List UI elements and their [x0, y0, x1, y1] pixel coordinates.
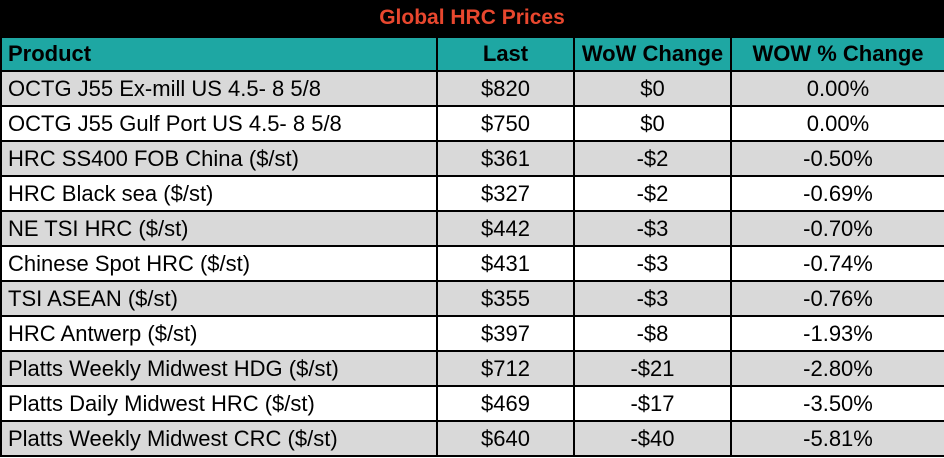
cell-wow-percent-change: -0.50%: [730, 140, 944, 177]
cell-product: Platts Weekly Midwest HDG ($/st): [0, 350, 438, 387]
cell-wow-change: -$8: [573, 315, 732, 352]
cell-product: OCTG J55 Ex-mill US 4.5- 8 5/8: [0, 70, 438, 107]
cell-product: NE TSI HRC ($/st): [0, 210, 438, 247]
cell-last: $469: [436, 385, 575, 422]
hrc-prices-table: Product Last WoW Change WOW % Change OCT…: [0, 36, 944, 457]
table-row: NE TSI HRC ($/st) $442 -$3 -0.70%: [0, 210, 944, 247]
cell-product: TSI ASEAN ($/st): [0, 280, 438, 317]
column-header-last: Last: [436, 36, 575, 72]
cell-wow-change: -$2: [573, 175, 732, 212]
cell-wow-percent-change: -1.93%: [730, 315, 944, 352]
cell-wow-percent-change: -0.74%: [730, 245, 944, 282]
cell-wow-percent-change: 0.00%: [730, 105, 944, 142]
cell-last: $361: [436, 140, 575, 177]
cell-wow-change: -$3: [573, 280, 732, 317]
cell-wow-percent-change: -0.76%: [730, 280, 944, 317]
column-header-wow-change: WoW Change: [573, 36, 732, 72]
header-row: Product Last WoW Change WOW % Change: [0, 36, 944, 72]
cell-product: Chinese Spot HRC ($/st): [0, 245, 438, 282]
table-row: OCTG J55 Gulf Port US 4.5- 8 5/8 $750 $0…: [0, 105, 944, 142]
cell-wow-change: -$3: [573, 245, 732, 282]
table-row: HRC Black sea ($/st) $327 -$2 -0.69%: [0, 175, 944, 212]
cell-last: $327: [436, 175, 575, 212]
table-row: Platts Daily Midwest HRC ($/st) $469 -$1…: [0, 385, 944, 422]
cell-last: $820: [436, 70, 575, 107]
cell-wow-change: -$21: [573, 350, 732, 387]
table-body: OCTG J55 Ex-mill US 4.5- 8 5/8 $820 $0 0…: [0, 70, 944, 457]
table-row: Platts Weekly Midwest CRC ($/st) $640 -$…: [0, 420, 944, 457]
cell-product: Platts Daily Midwest HRC ($/st): [0, 385, 438, 422]
cell-wow-percent-change: -2.80%: [730, 350, 944, 387]
table-title: Global HRC Prices: [0, 0, 944, 36]
cell-product: OCTG J55 Gulf Port US 4.5- 8 5/8: [0, 105, 438, 142]
cell-last: $442: [436, 210, 575, 247]
table-row: HRC SS400 FOB China ($/st) $361 -$2 -0.5…: [0, 140, 944, 177]
cell-wow-percent-change: -0.70%: [730, 210, 944, 247]
column-header-wow-percent-change: WOW % Change: [730, 36, 944, 72]
cell-wow-percent-change: 0.00%: [730, 70, 944, 107]
table-row: OCTG J55 Ex-mill US 4.5- 8 5/8 $820 $0 0…: [0, 70, 944, 107]
column-header-product: Product: [0, 36, 438, 72]
cell-last: $355: [436, 280, 575, 317]
cell-product: HRC Antwerp ($/st): [0, 315, 438, 352]
cell-last: $397: [436, 315, 575, 352]
cell-last: $712: [436, 350, 575, 387]
cell-product: HRC Black sea ($/st): [0, 175, 438, 212]
table-row: Platts Weekly Midwest HDG ($/st) $712 -$…: [0, 350, 944, 387]
table-header: Product Last WoW Change WOW % Change: [0, 36, 944, 72]
cell-wow-change: $0: [573, 105, 732, 142]
cell-product: Platts Weekly Midwest CRC ($/st): [0, 420, 438, 457]
cell-last: $640: [436, 420, 575, 457]
table-row: Chinese Spot HRC ($/st) $431 -$3 -0.74%: [0, 245, 944, 282]
cell-last: $431: [436, 245, 575, 282]
cell-wow-percent-change: -0.69%: [730, 175, 944, 212]
table-row: HRC Antwerp ($/st) $397 -$8 -1.93%: [0, 315, 944, 352]
cell-wow-change: -$17: [573, 385, 732, 422]
cell-wow-percent-change: -3.50%: [730, 385, 944, 422]
cell-wow-change: -$2: [573, 140, 732, 177]
cell-wow-change: $0: [573, 70, 732, 107]
cell-product: HRC SS400 FOB China ($/st): [0, 140, 438, 177]
cell-wow-percent-change: -5.81%: [730, 420, 944, 457]
cell-wow-change: -$40: [573, 420, 732, 457]
cell-wow-change: -$3: [573, 210, 732, 247]
table-row: TSI ASEAN ($/st) $355 -$3 -0.76%: [0, 280, 944, 317]
cell-last: $750: [436, 105, 575, 142]
